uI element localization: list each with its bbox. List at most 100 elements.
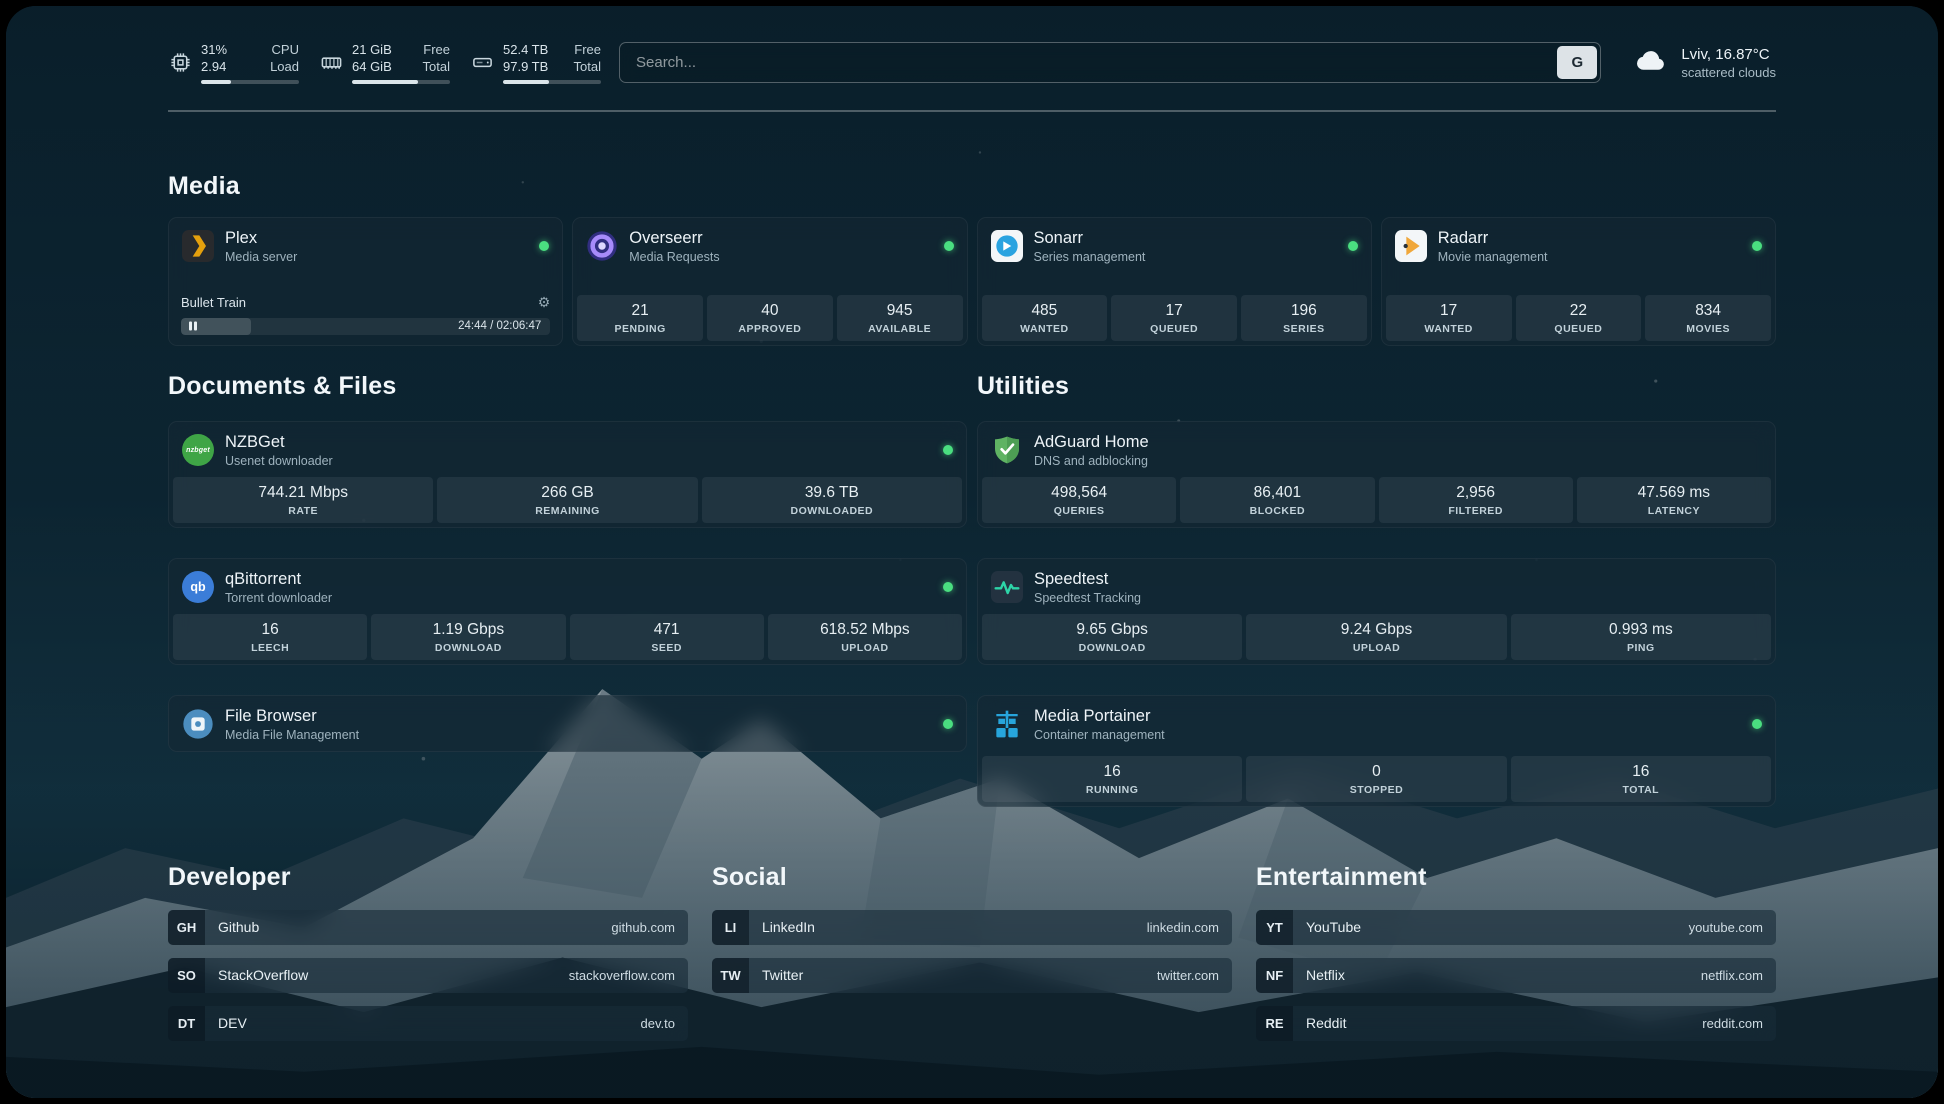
media-cards: Plex Media server Bullet Train ⚙ [168, 216, 1776, 346]
bookmark-netflix[interactable]: NF Netflix netflix.com [1256, 957, 1776, 993]
cpu-load-value: 2.94 [201, 58, 227, 74]
two-column-sections: Documents & Files nzbget NZBGet Usenet d… [168, 372, 1776, 807]
memory-total-label: Total [422, 58, 450, 74]
cpu-load-label: Load [270, 58, 299, 74]
section-documents: Documents & Files nzbget NZBGet Usenet d… [168, 372, 967, 807]
stat-block: 39.6 TB DOWNLOADED [701, 476, 962, 523]
disk-stats: 52.4 TB Free 97.9 TB Total [503, 42, 601, 84]
bookmark-abbr: DT [168, 1005, 205, 1041]
memory-progressbar [352, 79, 450, 84]
stat-block: 21 PENDING [577, 294, 703, 341]
gear-icon[interactable]: ⚙ [537, 293, 551, 310]
stat-block: 47.569 ms LATENCY [1576, 476, 1771, 523]
disk-total-value: 97.9 TB [503, 58, 549, 74]
bookmark-url: dev.to [640, 1015, 675, 1031]
disk-free-label: Free [574, 42, 601, 57]
status-dot [943, 445, 953, 456]
section-utilities: Utilities AdGuard Home [977, 372, 1776, 807]
service-card-qbittorrent[interactable]: qb qBittorrent Torrent downloader 16 LEEC… [168, 557, 967, 665]
stat-block: 744.21 Mbps RATE [173, 476, 434, 523]
bookmark-name: Github [218, 919, 260, 936]
service-description: Media Requests [629, 249, 720, 264]
status-dot [943, 241, 954, 252]
service-card-nzbget[interactable]: nzbget NZBGet Usenet downloader 744.21 M… [168, 420, 967, 528]
stat-block: 834 MOVIES [1645, 294, 1771, 341]
service-card-filebrowser[interactable]: File Browser Media File Management [168, 694, 967, 752]
service-description: Torrent downloader [225, 590, 333, 605]
dashboard-screen: 31% CPU 2.94 Load 21 GiB Free [6, 6, 1938, 1098]
resource-cpu: 31% CPU 2.94 Load [168, 42, 299, 84]
portainer-icon [991, 708, 1023, 740]
weather-location: Lviv, 16.87°C [1681, 45, 1770, 63]
bookmark-group-social: Social LI LinkedIn linkedin.com TW Twitt… [712, 863, 1232, 1041]
header: 31% CPU 2.94 Load 21 GiB Free [168, 6, 1776, 84]
section-media: Media Plex Media server [168, 172, 1776, 346]
memory-stats: 21 GiB Free 64 GiB Total [352, 42, 450, 84]
disk-free-value: 52.4 TB [503, 42, 549, 57]
service-description: Movie management [1437, 249, 1548, 264]
player-time: 24:44 / 02:06:47 [458, 320, 542, 333]
bookmark-name: Reddit [1306, 1015, 1347, 1032]
bookmark-twitter[interactable]: TW Twitter twitter.com [712, 957, 1232, 993]
stat-block: 17 WANTED [1385, 294, 1512, 341]
stat-block: 0 STOPPED [1246, 755, 1507, 802]
player-progressbar[interactable]: 24:44 / 02:06:47 [181, 317, 551, 335]
service-description: Media server [225, 249, 298, 264]
stat-block: 945 AVAILABLE [836, 294, 963, 341]
bookmark-abbr: RE [1256, 1005, 1293, 1041]
service-card-radarr[interactable]: Radarr Movie management 17 WANTED 22 QUEUE… [1380, 216, 1776, 346]
disk-progressbar [503, 79, 601, 84]
bookmark-dev[interactable]: DT DEV dev.to [168, 1005, 688, 1041]
filebrowser-icon [182, 708, 214, 740]
speedtest-icon [991, 571, 1023, 604]
stat-block: 485 WANTED [981, 294, 1108, 341]
weather-condition: scattered clouds [1681, 64, 1776, 80]
memory-free-value: 21 GiB [352, 42, 392, 57]
service-description: Container management [1034, 727, 1165, 742]
stat-block: 1.19 Gbps DOWNLOAD [371, 613, 566, 660]
bookmark-name: DEV [218, 1015, 247, 1032]
bookmark-url: github.com [611, 919, 675, 935]
status-dot [1752, 241, 1762, 252]
page-content: 31% CPU 2.94 Load 21 GiB Free [6, 6, 1938, 1098]
bookmark-reddit[interactable]: RE Reddit reddit.com [1256, 1005, 1776, 1041]
service-card-sonarr[interactable]: Sonarr Series management 485 WANTED 17 QUE… [976, 216, 1372, 346]
stat-block: 16 LEECH [173, 613, 368, 660]
overseerr-icon [586, 230, 618, 262]
section-title-utilities: Utilities [977, 371, 1070, 400]
search-provider-button[interactable]: G [1557, 46, 1598, 80]
bookmark-youtube[interactable]: YT YouTube youtube.com [1256, 909, 1776, 945]
cpu-progressbar [201, 79, 299, 84]
stat-block: 40 APPROVED [707, 294, 833, 341]
status-dot [1752, 719, 1762, 730]
bookmark-abbr: YT [1256, 909, 1293, 945]
section-title-entertainment: Entertainment [1256, 862, 1427, 891]
search-bar: G [619, 42, 1602, 84]
stat-block: 618.52 Mbps UPLOAD [767, 613, 962, 660]
section-title-documents: Documents & Files [168, 371, 397, 400]
stat-block: 16 TOTAL [1510, 755, 1771, 802]
section-title-developer: Developer [168, 862, 291, 891]
bookmark-url: youtube.com [1688, 919, 1763, 935]
bookmark-group-developer: Developer GH Github github.com SO StackO… [168, 863, 688, 1041]
service-card-speedtest[interactable]: Speedtest Speedtest Tracking 9.65 Gbps DO… [977, 557, 1776, 665]
status-dot [539, 241, 550, 252]
pause-icon[interactable] [189, 321, 197, 331]
bookmark-linkedin[interactable]: LI LinkedIn linkedin.com [712, 909, 1232, 945]
plex-icon [182, 230, 214, 263]
service-name: AdGuard Home [1034, 432, 1149, 451]
memory-total-value: 64 GiB [352, 58, 392, 74]
service-card-overseerr[interactable]: Overseerr Media Requests 21 PENDING 40 APP… [572, 216, 968, 346]
service-card-adguard[interactable]: AdGuard Home DNS and adblocking 498,564 Q… [977, 420, 1776, 528]
bookmark-abbr: LI [712, 909, 749, 945]
resource-disk: 52.4 TB Free 97.9 TB Total [470, 42, 601, 84]
search-input[interactable] [620, 54, 1555, 72]
status-dot [1347, 241, 1358, 252]
bookmark-stackoverflow[interactable]: SO StackOverflow stackoverflow.com [168, 957, 688, 993]
service-card-portainer[interactable]: Media Portainer Container management 16 R… [977, 694, 1776, 807]
status-dot [943, 582, 953, 593]
cloud-icon [1633, 42, 1669, 83]
bookmark-github[interactable]: GH Github github.com [168, 909, 688, 945]
service-card-plex[interactable]: Plex Media server Bullet Train ⚙ [168, 216, 564, 346]
qbittorrent-icon: qb [182, 571, 214, 604]
